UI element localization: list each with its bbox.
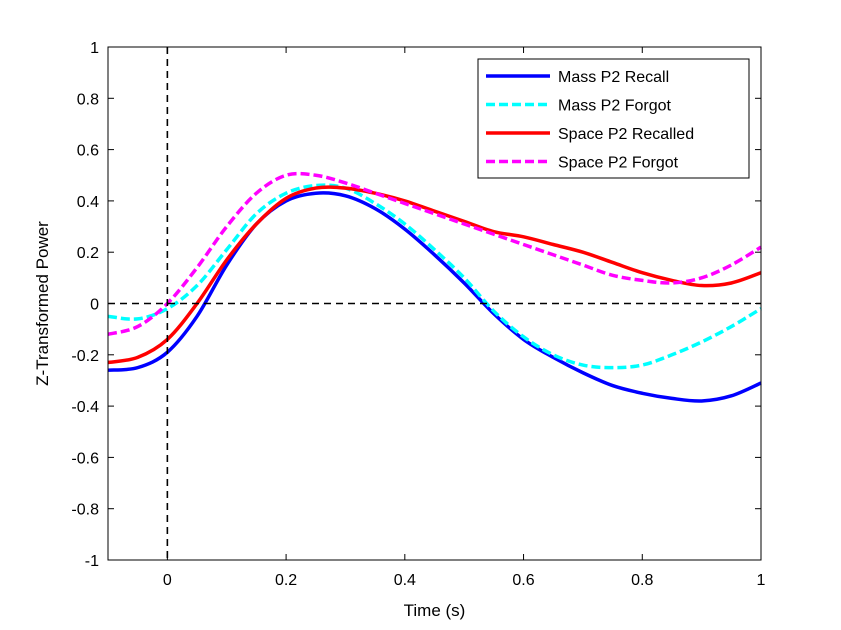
legend: Mass P2 Recall Mass P2 Forgot Space P2 Rec… <box>477 58 750 179</box>
y-tick-label: 0.8 <box>77 91 99 108</box>
x-tick-label: 0.8 <box>631 572 653 589</box>
x-tick-label: 0.6 <box>512 572 534 589</box>
reference-lines <box>108 47 761 560</box>
y-tick-label: -1 <box>85 553 99 570</box>
series-line-space-p2-recalled <box>107 185 762 365</box>
series-layer <box>107 171 762 403</box>
series-line-space-p2-forgot <box>107 171 762 336</box>
x-tick-label: 1 <box>757 572 766 589</box>
y-tick-label: 0.2 <box>77 245 99 262</box>
x-tick-label: 0.4 <box>394 572 416 589</box>
y-tick-label: 1 <box>90 40 99 57</box>
y-tick-label: 0.4 <box>77 194 99 211</box>
axis-ticks: 0 0.2 0.4 0.6 0.8 1 -1 -0.8 -0.6 -0.4 -0.2 0 0.2 0.4 0… <box>71 40 765 589</box>
y-tick-label: -0.8 <box>71 502 99 519</box>
legend-label-mass-p2-forgot: Mass P2 Forgot <box>558 98 671 115</box>
legend-box <box>477 58 750 179</box>
y-tick-label: -0.6 <box>71 450 99 467</box>
legend-label-space-p2-recalled: Space P2 Recalled <box>558 126 694 143</box>
x-axis-title: Time (s) <box>404 601 466 620</box>
y-tick-label: 0.6 <box>77 143 99 160</box>
series-line-mass-p2-recall <box>107 191 762 403</box>
y-tick-label: 0 <box>90 297 99 314</box>
x-tick-label: 0 <box>163 572 172 589</box>
series-line-mass-p2-forgot <box>107 183 762 370</box>
y-tick-label: -0.2 <box>71 348 99 365</box>
legend-label-space-p2-forgot: Space P2 Forgot <box>558 155 679 172</box>
y-tick-label: -0.4 <box>71 399 99 416</box>
y-axis-title: Z-Transformed Power <box>33 221 52 386</box>
legend-label-mass-p2-recall: Mass P2 Recall <box>558 69 669 86</box>
x-tick-label: 0.2 <box>275 572 297 589</box>
